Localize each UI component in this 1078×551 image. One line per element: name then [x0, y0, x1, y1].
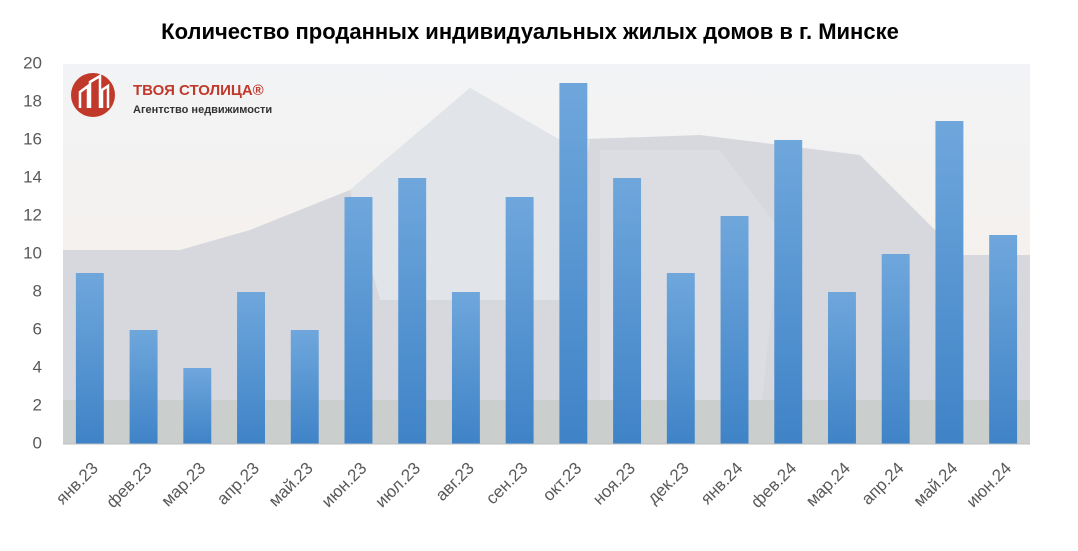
y-tick-label: 2 — [33, 395, 42, 414]
bar — [666, 273, 695, 444]
x-tick-label: фев.23 — [102, 459, 155, 512]
y-tick-label: 12 — [23, 205, 42, 224]
bar — [290, 330, 319, 444]
bar — [989, 235, 1018, 444]
x-tick-label: янв.24 — [697, 459, 747, 509]
x-tick-label: дек.23 — [644, 459, 693, 508]
bar — [505, 197, 534, 444]
bar — [935, 121, 964, 444]
logo: ТВОЯ СТОЛИЦА® Агентство недвижимости — [71, 73, 272, 117]
y-tick-label: 20 — [23, 53, 42, 72]
bar — [237, 292, 265, 444]
x-tick-label: май.23 — [265, 459, 317, 511]
bar — [398, 178, 427, 444]
bar — [451, 292, 480, 444]
bar — [828, 292, 856, 444]
y-tick-label: 8 — [33, 281, 42, 300]
y-tick-label: 16 — [23, 129, 42, 148]
bar — [344, 197, 373, 444]
x-tick-label: апр.23 — [213, 459, 263, 509]
y-tick-label: 4 — [33, 357, 42, 376]
x-tick-label: авг.23 — [432, 459, 478, 505]
logo-name: ТВОЯ СТОЛИЦА® — [133, 82, 264, 99]
x-tick-label: май.24 — [910, 459, 962, 511]
bar — [129, 330, 158, 444]
bar — [183, 368, 212, 444]
bar — [75, 273, 104, 444]
x-tick-label: фев.24 — [747, 459, 800, 512]
bar — [559, 83, 588, 444]
y-tick-label: 6 — [33, 319, 42, 338]
bar — [774, 140, 803, 444]
x-tick-label: апр.24 — [858, 459, 908, 509]
x-tick-label: июл.23 — [372, 459, 425, 512]
bar — [613, 178, 642, 444]
y-tick-label: 14 — [23, 167, 42, 186]
x-tick-label: окт.23 — [539, 459, 585, 505]
x-tick-label: июн.24 — [963, 459, 1016, 512]
bar — [881, 254, 910, 444]
x-tick-label: янв.23 — [52, 459, 102, 509]
chart-title: Количество проданных индивидуальных жилы… — [161, 19, 899, 44]
y-tick-label: 0 — [33, 433, 42, 452]
x-tick-label: июн.23 — [318, 459, 371, 512]
x-tick-label: ноя.23 — [589, 459, 639, 509]
x-tick-label: мар.24 — [802, 459, 854, 511]
y-tick-label: 18 — [23, 91, 42, 110]
logo-tagline: Агентство недвижимости — [133, 104, 272, 116]
x-tick-label: мар.23 — [158, 459, 210, 511]
x-tick-label: сен.23 — [482, 459, 531, 508]
bar — [720, 216, 749, 444]
y-tick-label: 10 — [23, 243, 42, 262]
